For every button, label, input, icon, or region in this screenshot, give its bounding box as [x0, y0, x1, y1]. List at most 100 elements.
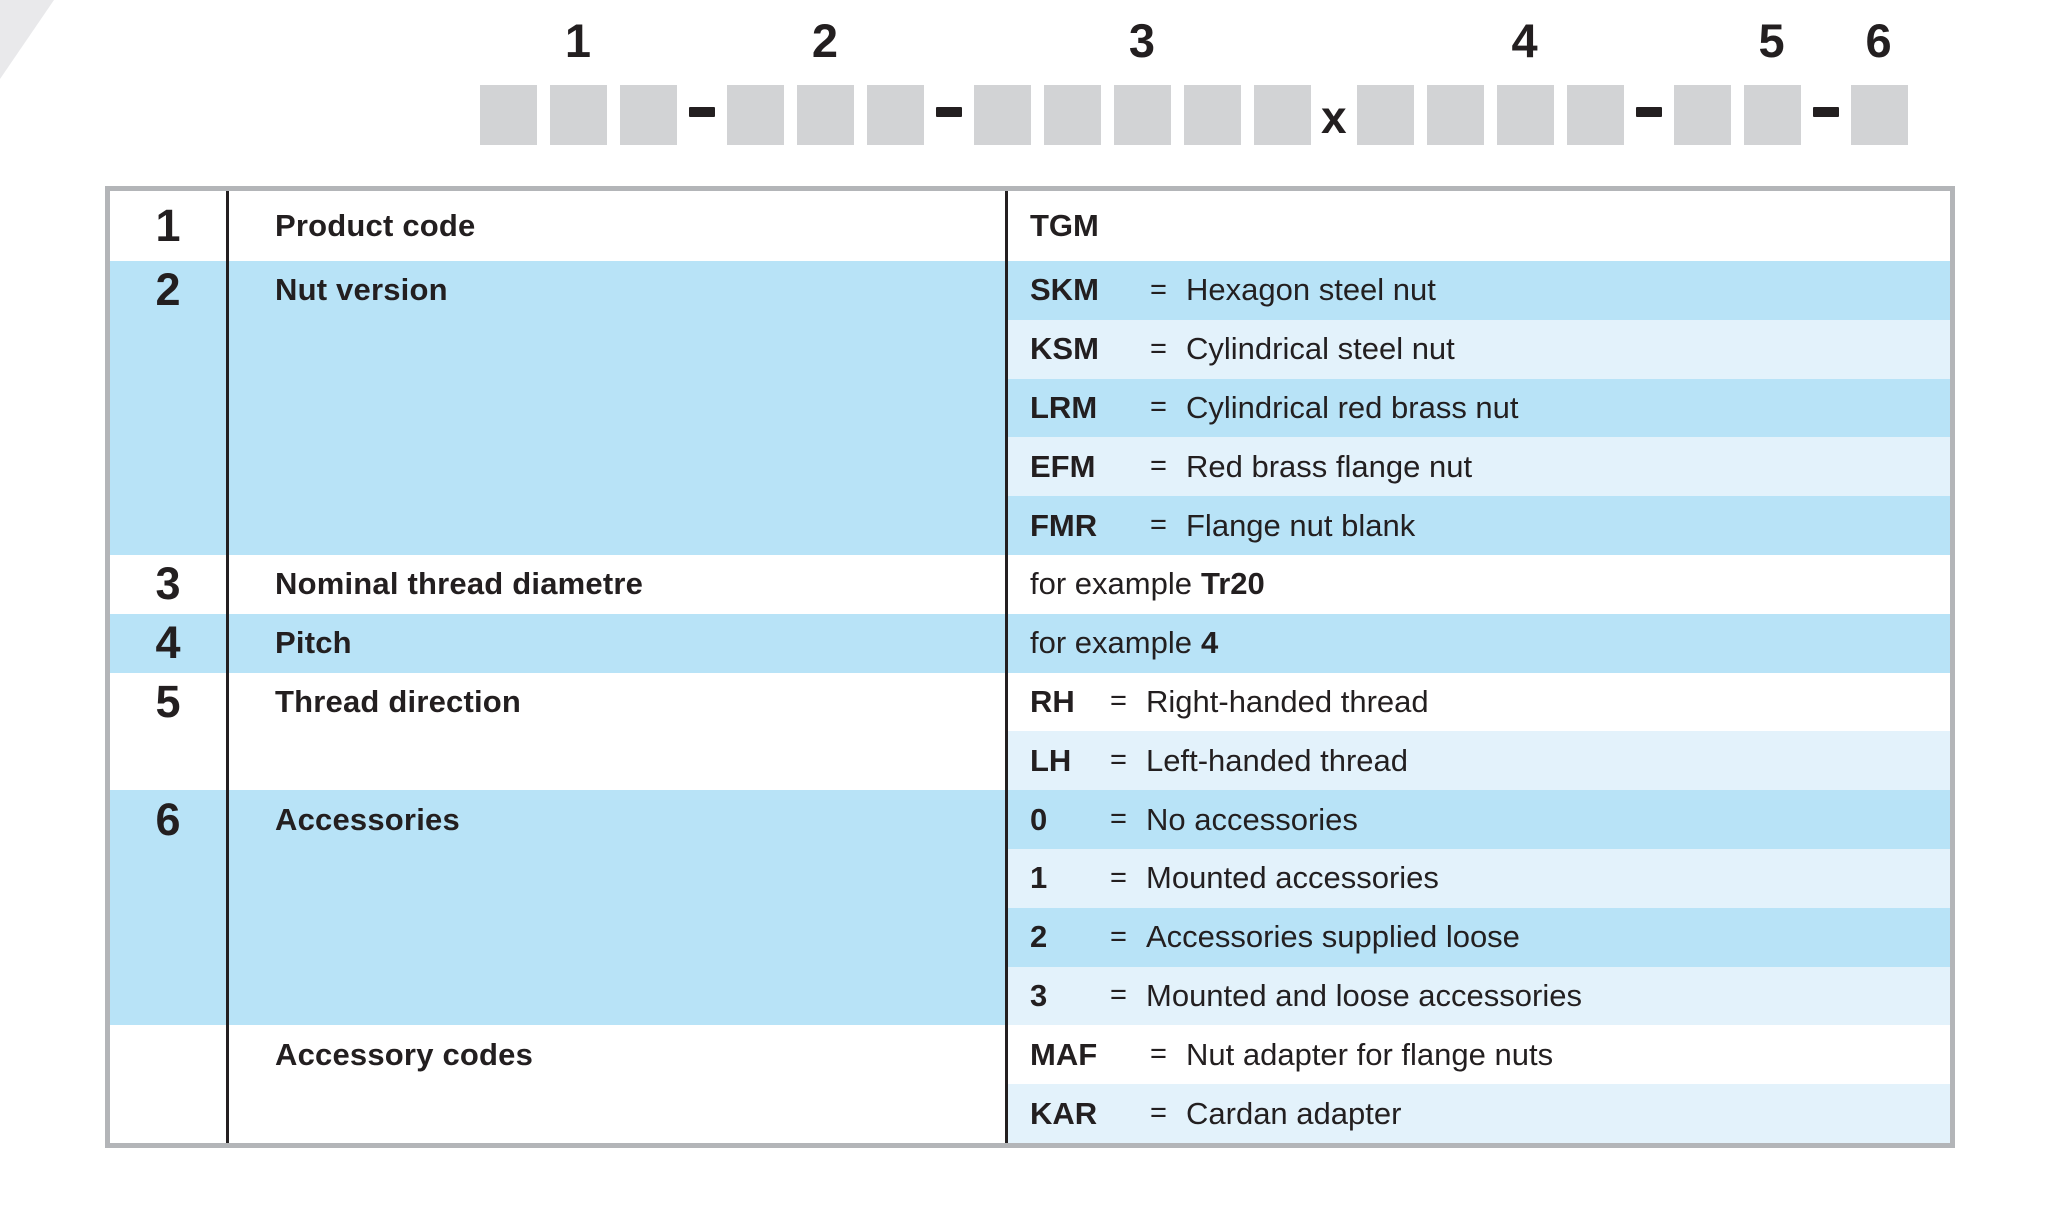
dash-separator [1635, 107, 1662, 117]
value-desc: Right-handed thread [1146, 683, 1429, 719]
dash-separator [689, 107, 715, 117]
value-code: 0 [1030, 801, 1048, 837]
code-box [620, 85, 677, 145]
equals-sign: = [1110, 685, 1127, 718]
code-box [974, 85, 1031, 145]
code-box [1673, 85, 1731, 145]
value-code: 2 [1030, 919, 1048, 955]
row-number: 6 [155, 793, 181, 845]
code-box [1566, 85, 1624, 145]
dash-separator [936, 107, 962, 117]
value-desc: No accessories [1146, 801, 1358, 837]
code-box [1743, 85, 1801, 145]
value-item: 0 = No accessories [1008, 790, 1950, 849]
value-code: LH [1030, 742, 1072, 778]
dash-separator [1812, 107, 1839, 117]
value-item: MAF = Nut adapter for flange nuts [1008, 1025, 1950, 1085]
row-label: Product code [275, 208, 476, 243]
value-code: MAF [1030, 1036, 1098, 1072]
code-box [1356, 85, 1414, 145]
value-item: SKM = Hexagon steel nut [1008, 261, 1950, 320]
equals-sign: = [1110, 744, 1127, 777]
value-desc: Mounted accessories [1146, 860, 1439, 896]
code-box [1114, 85, 1171, 145]
value-item: LRM = Cylindrical red brass nut [1008, 378, 1950, 438]
value-code: TGM [1030, 208, 1099, 243]
code-box [1426, 85, 1484, 145]
equals-sign: = [1110, 803, 1127, 836]
row-number: 5 [155, 675, 181, 727]
code-group-1-number: 1 [564, 14, 592, 67]
row-label: Accessory codes [275, 1036, 534, 1072]
value-item: 2 = Accessories supplied loose [1008, 907, 1950, 967]
code-group-3-number: 3 [1128, 14, 1156, 67]
equals-sign: = [1150, 1038, 1167, 1071]
code-box [1850, 85, 1908, 145]
value-desc: Accessories supplied loose [1146, 919, 1520, 955]
value-prefix: for example [1030, 566, 1192, 602]
code-group-3: 3 [974, 17, 1311, 145]
row-number: 2 [155, 264, 181, 316]
code-box [1184, 85, 1241, 145]
table-row-nut-version: 2 Nut version SKM = Hexagon steel nut KS… [110, 261, 1950, 555]
value-item: 3 = Mounted and loose accessories [1008, 966, 1950, 1026]
value-code: KSM [1030, 331, 1099, 367]
value-item: KAR = Cardan adapter [1008, 1084, 1950, 1143]
value-item: 1 = Mounted accessories [1008, 848, 1950, 908]
value-code: LRM [1030, 389, 1098, 425]
code-box [550, 85, 607, 145]
value-item: for example Tr20 [1008, 554, 1950, 614]
code-box [1254, 85, 1311, 145]
table-row-accessory-codes: Accessory codes MAF = Nut adapter for fl… [110, 1025, 1950, 1143]
equals-sign: = [1110, 861, 1127, 894]
value-desc: Red brass flange nut [1186, 448, 1473, 484]
table-row-thread-direction: 5 Thread direction RH = Right-handed thr… [110, 672, 1950, 791]
value-code: 3 [1030, 977, 1048, 1013]
code-group-2: 2 [727, 17, 924, 145]
value-code: EFM [1030, 448, 1096, 484]
row-number: 4 [155, 617, 181, 669]
equals-sign: = [1150, 332, 1167, 365]
code-group-5-number: 5 [1758, 14, 1785, 67]
equals-sign: = [1150, 391, 1167, 424]
x-separator: x [1321, 91, 1347, 143]
row-number: 3 [155, 558, 181, 610]
value-desc: Cylindrical red brass nut [1186, 389, 1519, 425]
value-item: FMR = Flange nut blank [1008, 496, 1950, 555]
value-code: FMR [1030, 507, 1098, 543]
table-row-nominal-thread-diametre: 3 Nominal thread diametre for example Tr… [110, 554, 1950, 614]
value-code: KAR [1030, 1095, 1098, 1131]
value-item: KSM = Cylindrical steel nut [1008, 319, 1950, 379]
value-item: RH = Right-handed thread [1008, 672, 1950, 732]
value-item: TGM [1008, 191, 1950, 261]
value-desc: Hexagon steel nut [1186, 272, 1436, 308]
code-group-2-number: 2 [811, 14, 839, 67]
table-row-accessories: 6 Accessories 0 = No accessories 1 = Mou… [110, 790, 1950, 1026]
equals-sign: = [1150, 1097, 1167, 1130]
code-box [1496, 85, 1554, 145]
row-label: Nut version [275, 272, 448, 308]
value-desc: Cylindrical steel nut [1186, 331, 1455, 367]
code-box [1044, 85, 1101, 145]
order-code-diagram: 1 2 3 x 4 5 6 [480, 17, 1908, 145]
value-code: SKM [1030, 272, 1099, 308]
value-desc: Left-handed thread [1146, 742, 1408, 778]
code-box [867, 85, 924, 145]
code-group-1: 1 [480, 17, 677, 145]
row-label: Thread direction [275, 683, 522, 719]
row-label: Nominal thread diametre [275, 566, 644, 602]
code-box [797, 85, 854, 145]
code-group-6-number: 6 [1865, 14, 1892, 67]
row-label: Accessories [275, 801, 460, 837]
code-group-4-number: 4 [1511, 14, 1538, 67]
code-group-4: 4 [1356, 17, 1624, 145]
code-group-6: 6 [1850, 17, 1908, 145]
value-example: Tr20 [1200, 566, 1265, 602]
value-desc: Nut adapter for flange nuts [1186, 1036, 1554, 1072]
code-box [480, 85, 537, 145]
value-prefix: for example [1030, 625, 1192, 661]
code-group-5: 5 [1673, 17, 1801, 145]
row-label: Pitch [275, 625, 352, 661]
value-item: LH = Left-handed thread [1008, 731, 1950, 791]
value-example: 4 [1200, 625, 1219, 661]
